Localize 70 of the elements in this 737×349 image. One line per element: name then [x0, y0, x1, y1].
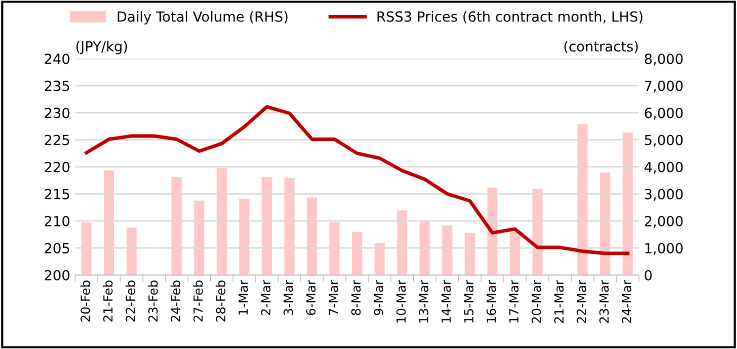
x-tick-label: 20-Mar [532, 280, 542, 323]
y2-tick-label: 3,000 [644, 188, 683, 201]
y2-tick-label: 4,000 [644, 162, 683, 174]
x-tick-label: 7-Mar [328, 280, 338, 315]
bar [306, 197, 318, 276]
y2-axis-title: (contracts) [564, 40, 638, 54]
x-tick-label: 22-Feb [126, 280, 136, 322]
bar [600, 172, 610, 276]
x-tick-label: 23-Mar [599, 280, 609, 323]
bar [622, 132, 633, 276]
bar [420, 220, 430, 276]
bar [194, 200, 204, 276]
line-series [84, 105, 630, 256]
x-tick-label: 24-Mar [622, 280, 632, 323]
y-axis-title: (JPY/kg) [76, 40, 127, 54]
x-tick-label: 9-Mar [374, 280, 384, 316]
y-tick-label: 225 [44, 134, 70, 146]
y2-tick-label: 1,000 [645, 242, 683, 255]
x-tick-label: 16-Mar [486, 280, 496, 322]
x-tick-label: 17-Mar [509, 280, 519, 322]
y2-tick-label: 8,000 [644, 54, 683, 66]
x-tick-label: 2-Mar [261, 280, 270, 316]
x-tick-label: 20-Feb [80, 280, 90, 322]
y-tick-label: 220 [44, 162, 70, 172]
x-tick-label: 28-Feb [216, 280, 226, 322]
legend-label: Daily Total Volume (RHS) [118, 11, 288, 24]
legend-label: RSS3 Prices (6th contract month, LHS) [378, 11, 642, 24]
y-tick-label: 240 [44, 54, 70, 64]
x-tick-label: 15-Mar [464, 280, 474, 322]
x-tick-label: 23-Feb [148, 280, 158, 322]
bar [352, 232, 362, 276]
bar [510, 232, 520, 276]
x-tick-label: 13-Mar [418, 280, 428, 322]
x-tick-label: 14-Mar [442, 280, 451, 322]
y-tick-label: 200 [44, 270, 70, 280]
bar [239, 198, 250, 276]
x-tick-label: 21-Feb [102, 280, 113, 322]
x-tick-label: 8-Mar [351, 280, 361, 316]
bar [172, 177, 182, 276]
y2-tick-label: 0 [644, 270, 652, 280]
x-tick-label: 22-Mar [576, 280, 586, 323]
bar [126, 228, 137, 276]
y2-tick-label: 5,000 [644, 134, 683, 147]
y-tick-label: 230 [44, 108, 70, 118]
bar [464, 233, 475, 276]
bar [81, 222, 92, 276]
bar [532, 188, 543, 276]
bar [442, 226, 452, 276]
x-tick-label: 27-Feb [193, 280, 203, 322]
y-tick-label: 235 [44, 80, 70, 92]
y2-tick-label: 6,000 [644, 108, 683, 120]
x-tick-label: 24-Feb [170, 280, 180, 322]
bar [397, 210, 408, 276]
y2-tick-label: 2,000 [644, 216, 683, 228]
bar [374, 243, 385, 276]
x-tick-label: 21-Mar [554, 280, 564, 323]
x-tick-label: 6-Mar [306, 280, 316, 316]
y-tick-label: 210 [44, 216, 70, 226]
bar [578, 124, 588, 276]
x-tick-label: 3-Mar [284, 280, 294, 315]
x-tick-label: 10-Mar [396, 280, 406, 322]
y-tick-label: 215 [44, 188, 70, 200]
bar [104, 170, 114, 276]
bar [262, 177, 272, 276]
bar [216, 168, 227, 276]
bar [284, 178, 294, 276]
y-tick-label: 205 [44, 242, 70, 254]
bar [329, 222, 340, 276]
y2-tick-label: 7,000 [644, 80, 683, 93]
x-tick-label: 1-Mar [238, 280, 248, 315]
